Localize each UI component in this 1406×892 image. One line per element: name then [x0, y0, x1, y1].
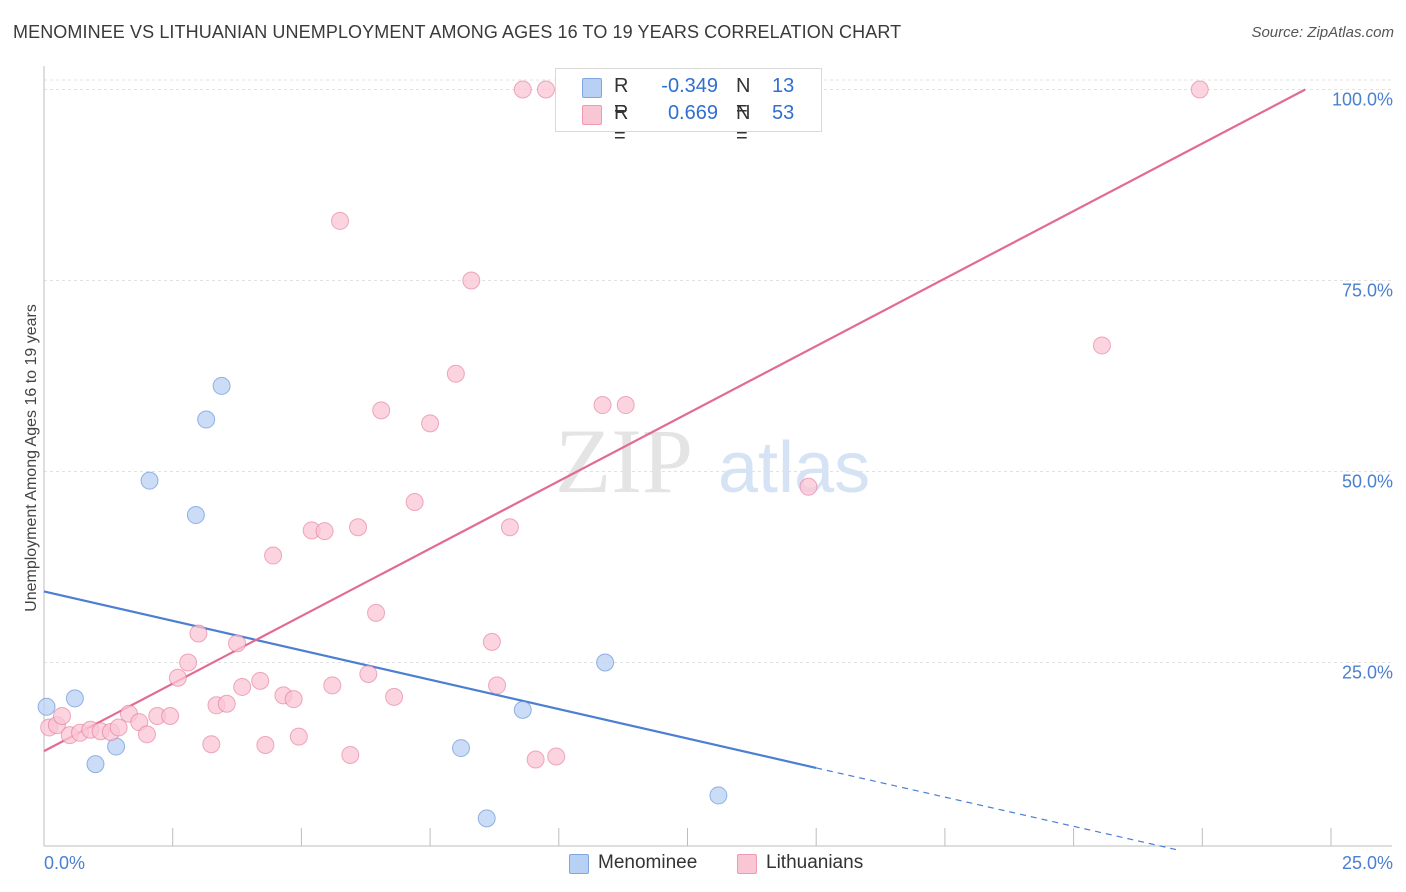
trend-line-lithuanians	[43, 88, 1306, 753]
point-menominee	[709, 786, 728, 805]
point-menominee	[197, 410, 216, 429]
point-lithuanians	[251, 671, 270, 690]
point-lithuanians	[482, 632, 501, 651]
r-label: R =	[614, 75, 629, 120]
axes	[43, 66, 1392, 847]
point-menominee	[140, 471, 159, 490]
point-menominee	[212, 376, 231, 395]
watermark: ZIP atlas	[555, 410, 870, 512]
point-lithuanians	[233, 677, 252, 696]
correlation-legend: R = -0.349 N = 13 R = 0.669 N = 53	[555, 68, 822, 147]
n-value: 13	[772, 75, 795, 97]
point-menominee	[596, 653, 615, 672]
point-lithuanians	[161, 706, 180, 725]
series-legend: Menominee Lithuanians	[0, 850, 1406, 880]
y-tick-label: 50.0%	[1342, 472, 1393, 492]
chart-title: MENOMINEE VS LITHUANIAN UNEMPLOYMENT AMO…	[13, 22, 902, 42]
point-lithuanians	[137, 725, 156, 744]
point-lithuanians	[341, 745, 360, 764]
point-lithuanians	[264, 546, 283, 565]
grid-lines	[44, 79, 1392, 663]
x-tick-label-left: 0.0%	[44, 853, 85, 873]
point-lithuanians	[513, 80, 532, 99]
point-lithuanians	[405, 493, 424, 512]
point-lithuanians	[367, 603, 386, 622]
point-lithuanians	[488, 676, 507, 695]
point-menominee	[513, 700, 532, 719]
point-lithuanians	[53, 706, 72, 725]
point-lithuanians	[315, 522, 334, 541]
point-lithuanians	[217, 694, 236, 713]
point-lithuanians	[500, 518, 519, 537]
n-label: N =	[736, 102, 751, 147]
y-tick-label: 25.0%	[1342, 663, 1393, 683]
point-menominee	[37, 697, 56, 716]
x-tick-labels: 0.0% 25.0%	[44, 853, 1393, 873]
trend-line-menominee	[43, 590, 817, 770]
n-label: N =	[736, 75, 751, 120]
point-lithuanians	[526, 750, 545, 769]
legend-swatch-lithuanians	[737, 854, 757, 874]
point-lithuanians	[284, 690, 303, 709]
point-lithuanians	[359, 664, 378, 683]
point-lithuanians	[228, 634, 247, 653]
source-label: Source: ZipAtlas.com	[1251, 24, 1394, 41]
point-lithuanians	[547, 747, 566, 766]
point-lithuanians	[372, 401, 391, 420]
y-tick-label: 100.0%	[1332, 90, 1393, 110]
legend-swatch-menominee	[569, 854, 589, 874]
point-lithuanians	[446, 364, 465, 383]
point-lithuanians	[1190, 80, 1209, 99]
point-lithuanians	[168, 668, 187, 687]
legend-label-lithuanians: Lithuanians	[766, 852, 864, 873]
point-lithuanians	[385, 687, 404, 706]
point-menominee	[186, 506, 205, 525]
point-lithuanians	[616, 396, 635, 415]
point-lithuanians	[189, 624, 208, 643]
point-lithuanians	[799, 477, 818, 496]
legend-swatch-menominee	[582, 78, 602, 98]
r-value: 0.669	[667, 102, 718, 124]
point-lithuanians	[179, 653, 198, 672]
point-lithuanians	[109, 718, 128, 737]
point-menominee	[65, 689, 84, 708]
y-axis-label: Unemployment Among Ages 16 to 19 years	[23, 304, 40, 612]
r-label: R =	[614, 102, 629, 147]
r-value: -0.349	[661, 75, 718, 97]
point-lithuanians	[331, 211, 350, 230]
y-tick-label: 75.0%	[1342, 281, 1393, 301]
legend-label-menominee: Menominee	[598, 852, 698, 873]
watermark-atlas: atlas	[718, 428, 870, 508]
point-menominee	[86, 755, 105, 774]
watermark-zip: ZIP	[555, 410, 693, 512]
data-points	[37, 80, 1209, 828]
point-menominee	[451, 739, 470, 758]
y-tick-labels: 25.0% 50.0% 75.0% 100.0%	[1332, 90, 1393, 683]
point-lithuanians	[593, 396, 612, 415]
point-menominee	[477, 809, 496, 828]
point-lithuanians	[256, 736, 275, 755]
point-lithuanians	[1092, 336, 1111, 355]
x-tick-label-right: 25.0%	[1342, 853, 1393, 873]
point-lithuanians	[202, 735, 221, 754]
trend-lines	[43, 88, 1306, 851]
legend-swatch-lithuanians	[582, 105, 602, 125]
point-lithuanians	[323, 676, 342, 695]
point-lithuanians	[421, 414, 440, 433]
n-value: 53	[772, 102, 795, 124]
trend-extension-menominee	[816, 767, 1177, 851]
point-lithuanians	[289, 727, 308, 746]
point-lithuanians	[536, 80, 555, 99]
point-lithuanians	[349, 518, 368, 537]
point-lithuanians	[462, 271, 481, 290]
